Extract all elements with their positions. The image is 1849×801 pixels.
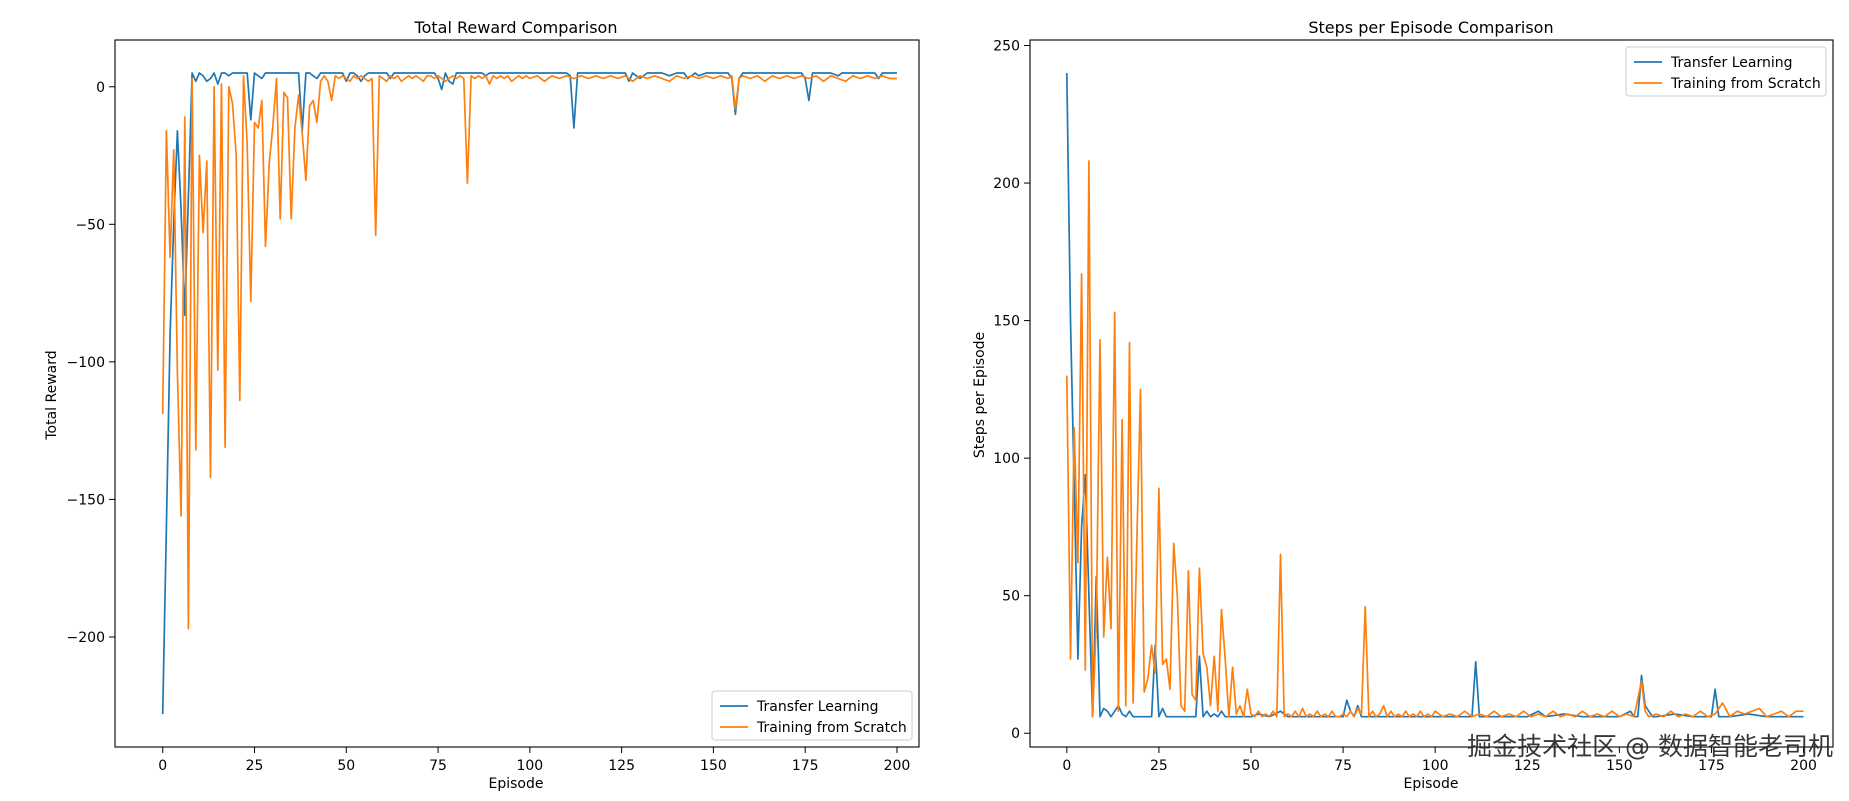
series-line-training-from-scratch (161, 74, 897, 630)
series-lines (1065, 72, 1804, 718)
x-tick-label: 0 (1062, 758, 1071, 774)
y-tick-label: −200 (67, 630, 105, 646)
x-tick-label: 100 (1422, 758, 1449, 774)
legend-label: Transfer Learning (1670, 55, 1793, 71)
plot-frame (114, 39, 920, 748)
x-tick-label: 150 (1606, 758, 1633, 774)
x-tick-label: 25 (1150, 758, 1168, 774)
y-tick-label: −150 (67, 492, 105, 508)
legend: Transfer Learning Training from Scratch (711, 690, 913, 741)
series-line-transfer-learning (161, 72, 897, 715)
series-lines (161, 72, 897, 715)
watermark-text: 掘金技术社区 @ 数据智能老司机 (1467, 732, 1833, 761)
series-line-training-from-scratch (1065, 160, 1804, 718)
y-tick-label: 50 (1002, 589, 1020, 605)
y-tick-label: 150 (993, 314, 1020, 330)
chart-title: Total Reward Comparison (414, 18, 618, 37)
legend: Transfer Learning Training from Scratch (1625, 46, 1827, 97)
chart-title: Steps per Episode Comparison (1308, 18, 1553, 37)
axis-ticks: 0 25 50 75 100 125 150 175 200 0 −50 −100 −150 −200 (67, 80, 911, 774)
y-axis-label: Steps per Episode (972, 332, 988, 458)
x-tick-label: 50 (1242, 758, 1260, 774)
x-tick-label: 125 (608, 758, 635, 774)
y-tick-label: 250 (993, 39, 1020, 55)
legend-label: Training from Scratch (1670, 76, 1821, 92)
x-tick-label: 175 (792, 758, 819, 774)
legend-label: Transfer Learning (756, 699, 879, 715)
x-tick-label: 75 (1334, 758, 1352, 774)
x-tick-label: 200 (1790, 758, 1817, 774)
x-tick-label: 0 (158, 758, 167, 774)
x-tick-label: 150 (700, 758, 727, 774)
plot-frame (1029, 39, 1834, 748)
y-tick-label: 200 (993, 176, 1020, 192)
x-tick-label: 25 (246, 758, 264, 774)
x-tick-label: 175 (1698, 758, 1725, 774)
y-tick-label: 0 (1011, 726, 1020, 742)
y-tick-label: 0 (96, 80, 105, 96)
x-tick-label: 200 (884, 758, 911, 774)
y-axis-label: Total Reward (44, 350, 60, 440)
x-axis-label: Episode (489, 776, 544, 792)
x-tick-label: 125 (1514, 758, 1541, 774)
x-tick-label: 75 (429, 758, 447, 774)
steps-chart: Steps per Episode Comparison Episode Ste… (972, 18, 1834, 792)
x-tick-label: 100 (516, 758, 543, 774)
axis-ticks: 0 25 50 75 100 125 150 175 200 0 50 100 150 200 250 (993, 39, 1817, 774)
y-tick-label: −50 (75, 217, 105, 233)
x-axis-label: Episode (1404, 776, 1459, 792)
legend-box (1625, 46, 1827, 97)
legend-label: Training from Scratch (756, 720, 907, 736)
x-tick-label: 50 (337, 758, 355, 774)
y-tick-label: 100 (993, 451, 1020, 467)
reward-chart: Total Reward Comparison Episode Total Re… (44, 18, 920, 792)
y-tick-label: −100 (67, 355, 105, 371)
legend-box (711, 690, 913, 741)
